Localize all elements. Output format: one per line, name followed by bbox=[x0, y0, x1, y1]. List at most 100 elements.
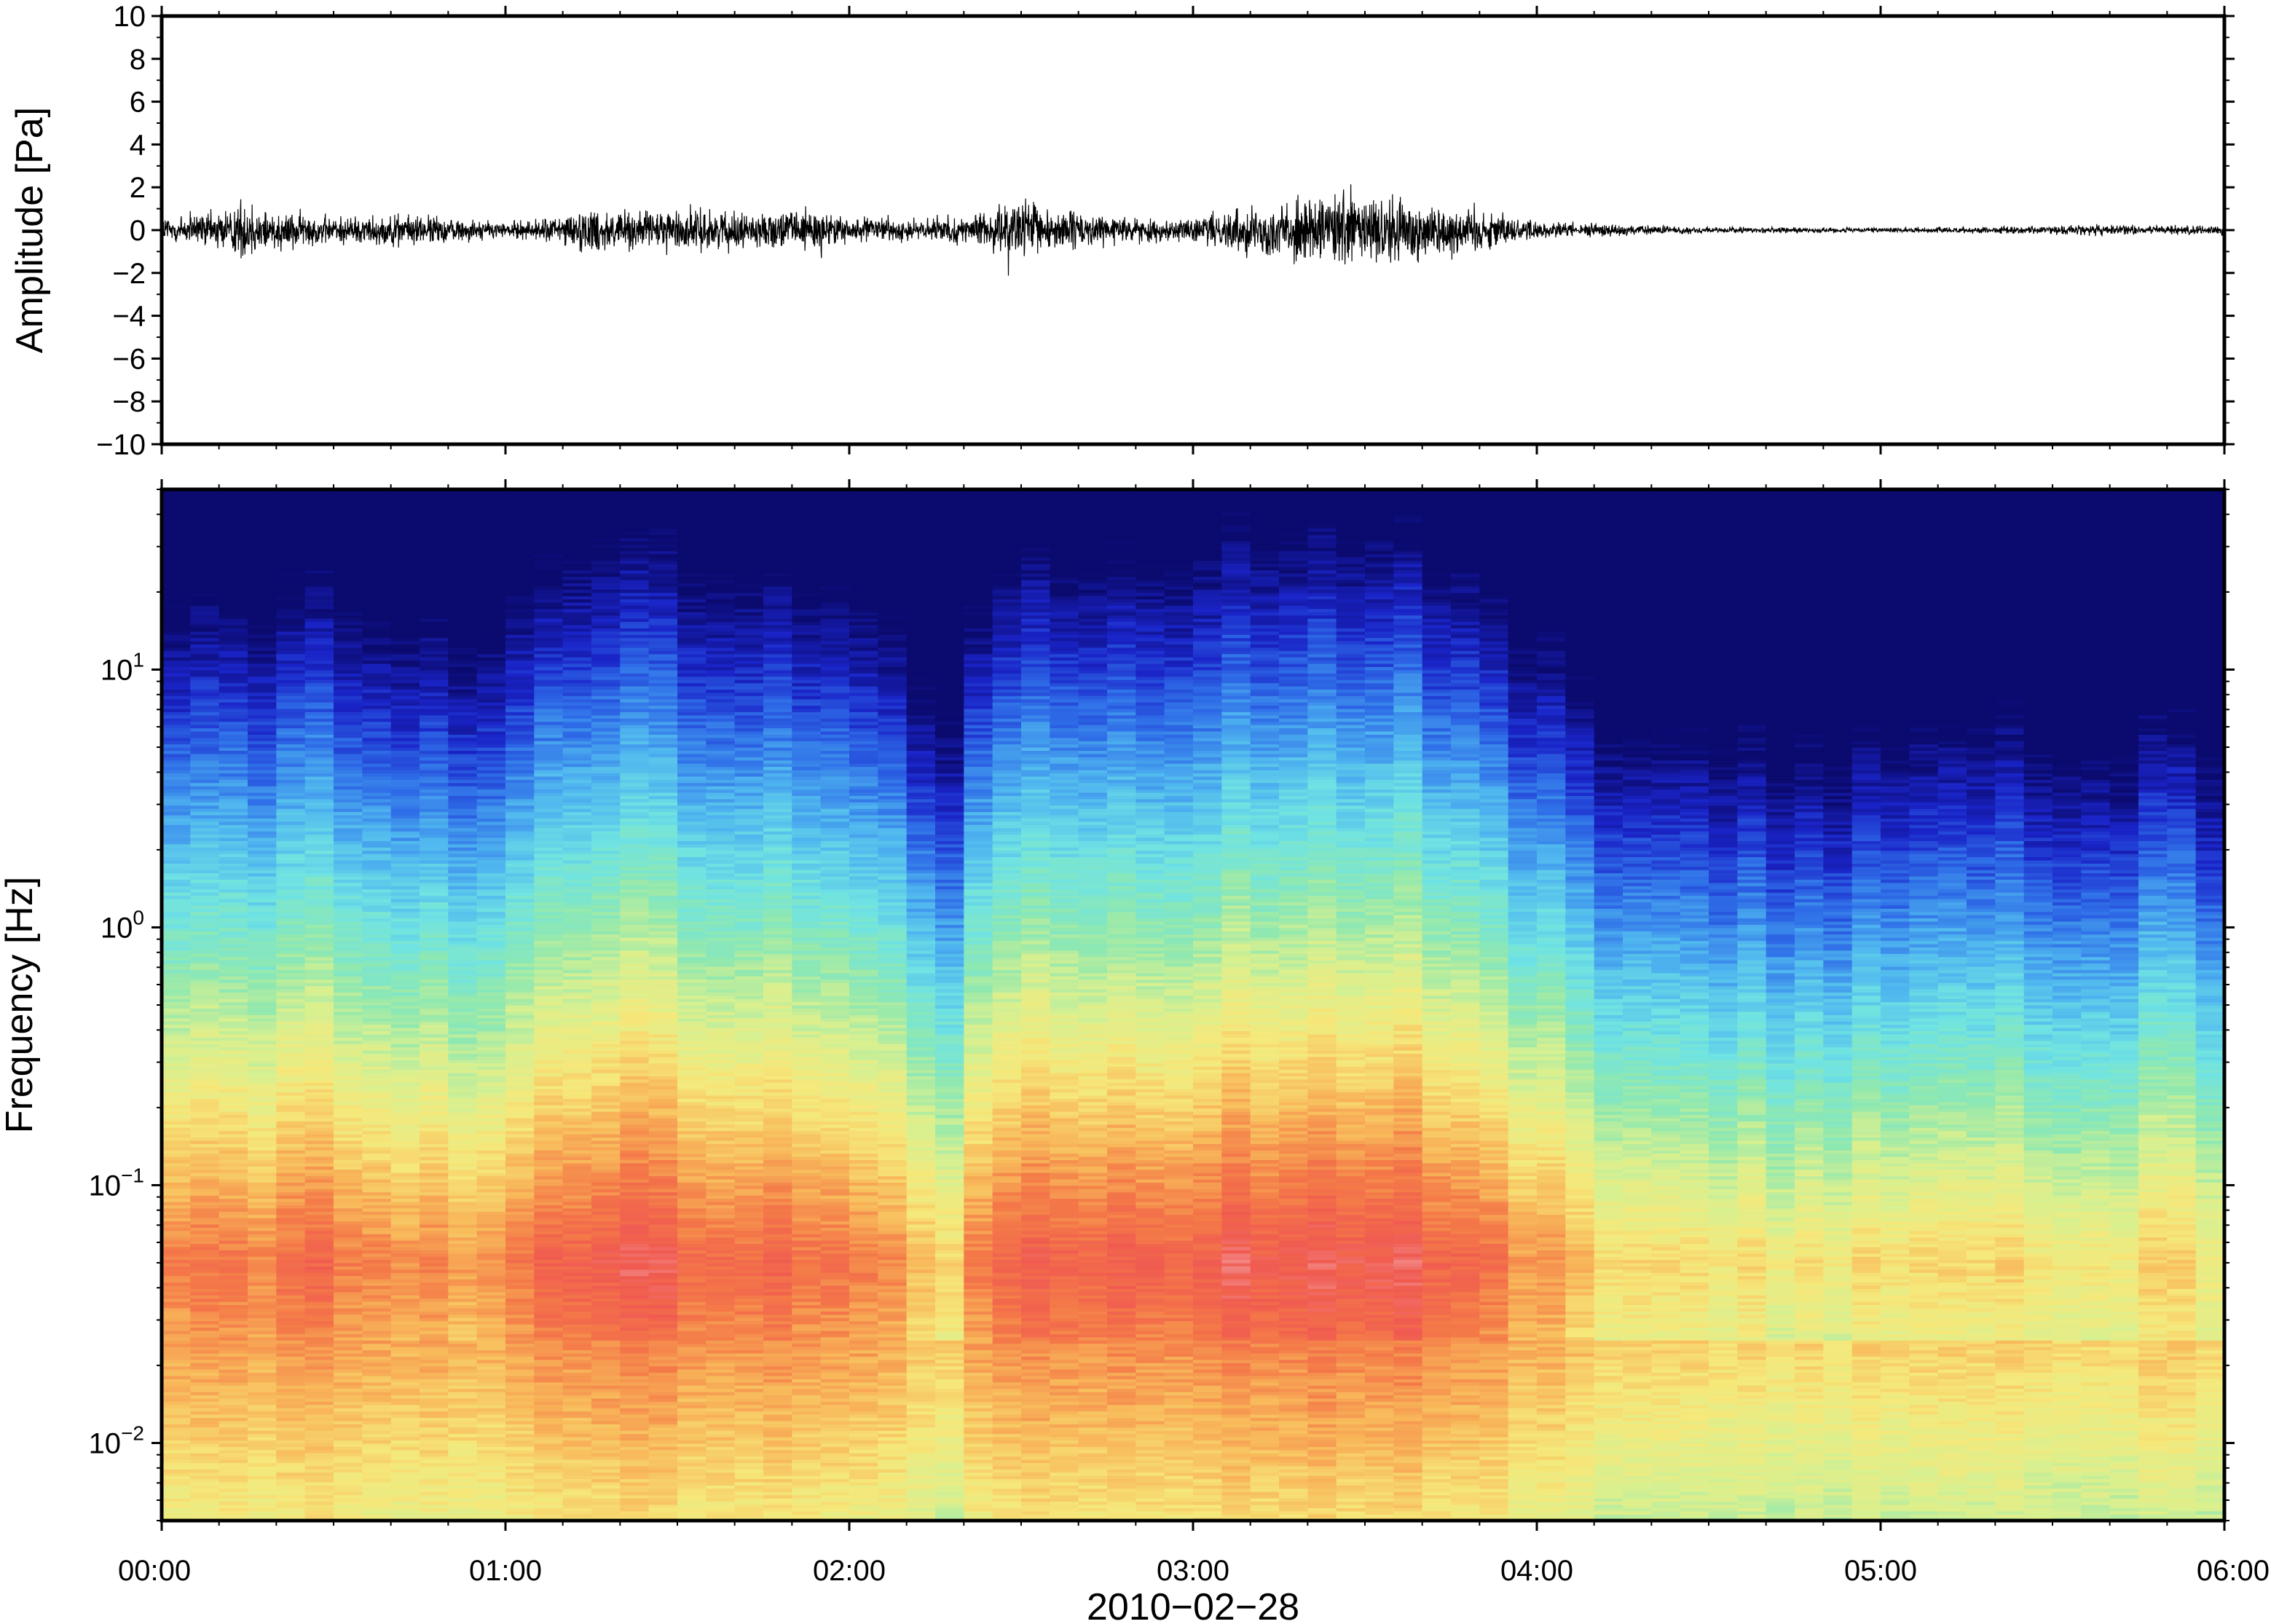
spectrogram-cell bbox=[562, 1124, 592, 1128]
spectrogram-cell bbox=[362, 1488, 392, 1492]
spectrogram-cell bbox=[304, 982, 334, 987]
spectrogram-cell bbox=[390, 904, 420, 909]
spectrogram-cell bbox=[219, 1381, 248, 1386]
spectrogram-cell bbox=[448, 505, 478, 510]
spectrogram-cell bbox=[334, 995, 363, 999]
spectrogram-cell bbox=[390, 698, 420, 703]
spectrogram-cell bbox=[362, 1485, 392, 1489]
spectrogram-cell bbox=[334, 1381, 363, 1386]
spectrogram-cell bbox=[591, 1414, 621, 1418]
spectrogram-cell bbox=[276, 979, 306, 983]
spectrogram-cell bbox=[162, 1472, 191, 1476]
spectrogram-cell bbox=[248, 831, 277, 835]
spectrogram-cell bbox=[162, 615, 191, 619]
spectrogram-cell bbox=[304, 1253, 334, 1257]
spectrogram-cell bbox=[304, 866, 334, 870]
spectrogram-cell bbox=[420, 692, 449, 696]
spectrogram-cell bbox=[505, 1191, 535, 1196]
spectrogram-cell bbox=[162, 508, 191, 513]
spectrogram-cell bbox=[248, 628, 277, 632]
spectrogram-cell bbox=[390, 1282, 420, 1286]
spectrogram-cell bbox=[276, 640, 306, 645]
spectrogram-cell bbox=[390, 1253, 420, 1257]
spectrogram-cell bbox=[334, 673, 363, 677]
spectrogram-cell bbox=[505, 511, 535, 516]
spectrogram-cell bbox=[276, 556, 306, 561]
spectrogram-cell bbox=[248, 870, 277, 874]
spectrogram-cell bbox=[304, 596, 334, 600]
spectrogram-cell bbox=[505, 1201, 535, 1205]
spectrogram-cell bbox=[562, 676, 592, 680]
spectrogram-cell bbox=[448, 979, 478, 983]
spectrogram-cell bbox=[219, 734, 248, 738]
spectrogram-cell bbox=[304, 1381, 334, 1386]
spectrogram-cell bbox=[420, 1076, 449, 1080]
spectrogram-cell bbox=[505, 934, 535, 938]
spectrogram-cell bbox=[162, 1324, 191, 1328]
spectrogram-cell bbox=[362, 1189, 392, 1193]
spectrogram-cell bbox=[390, 1205, 420, 1209]
spectrogram-cell bbox=[276, 882, 306, 886]
spectrogram-cell bbox=[304, 1008, 334, 1012]
spectrogram-cell bbox=[248, 612, 277, 616]
spectrogram-cell bbox=[334, 660, 363, 664]
spectrogram-cell bbox=[448, 1072, 478, 1076]
spectrogram-cell bbox=[591, 1330, 621, 1334]
spectrogram-cell bbox=[476, 960, 506, 964]
spectrogram-cell bbox=[276, 1304, 306, 1309]
spectrogram-cell bbox=[362, 682, 392, 687]
spectrogram-cell bbox=[534, 1182, 564, 1186]
spectrogram-cell bbox=[390, 876, 420, 880]
spectrogram-cell bbox=[304, 1459, 334, 1463]
spectrogram-cell bbox=[304, 753, 334, 757]
spectrogram-cell bbox=[390, 976, 420, 980]
spectrogram-cell bbox=[476, 1092, 506, 1096]
spectrogram-cell bbox=[390, 1414, 420, 1418]
spectrogram-cell bbox=[476, 1166, 506, 1170]
spectrogram-cell bbox=[534, 721, 564, 725]
spectrogram-cell bbox=[190, 1388, 220, 1392]
spectrogram-cell bbox=[420, 1082, 449, 1087]
spectrogram-cell bbox=[390, 1234, 420, 1238]
spectrogram-cell bbox=[162, 960, 191, 964]
spectrogram-cell bbox=[304, 1501, 334, 1505]
spectrogram-cell bbox=[334, 714, 363, 719]
spectrogram-cell bbox=[162, 534, 191, 538]
spectrogram-cell bbox=[334, 1359, 363, 1363]
spectrogram-cell bbox=[362, 689, 392, 693]
spectrogram-cell bbox=[276, 1178, 306, 1183]
spectrogram-cell bbox=[476, 1211, 506, 1215]
spectrogram-cell bbox=[276, 666, 306, 671]
spectrogram-cell bbox=[248, 515, 277, 519]
spectrogram-cell bbox=[505, 524, 535, 529]
spectrogram-cell bbox=[219, 1137, 248, 1141]
spectrogram-cell bbox=[562, 705, 592, 709]
spectrogram-cell bbox=[248, 1379, 277, 1383]
spectrogram-cell bbox=[476, 1336, 506, 1341]
spectrogram-cell bbox=[562, 1462, 592, 1467]
spectrogram-cell bbox=[476, 1427, 506, 1431]
spectrogram-cell bbox=[219, 776, 248, 780]
spectrogram-cell bbox=[390, 705, 420, 709]
spectrogram-cell bbox=[448, 551, 478, 555]
spectrogram-cell bbox=[505, 827, 535, 832]
spectrogram-cell bbox=[276, 1101, 306, 1105]
spectrogram-cell bbox=[362, 660, 392, 664]
spectrogram-cell bbox=[248, 1327, 277, 1331]
spectrogram-cell bbox=[448, 982, 478, 987]
spectrogram-cell bbox=[219, 940, 248, 945]
spectrogram-cell bbox=[420, 995, 449, 999]
spectrogram-cell bbox=[448, 592, 478, 596]
spectrogram-cell bbox=[562, 985, 592, 990]
spectrogram-cell bbox=[304, 1347, 334, 1351]
spectrogram-cell bbox=[562, 931, 592, 935]
spectrogram-cell bbox=[505, 676, 535, 680]
spectrogram-cell bbox=[219, 1033, 248, 1038]
spectrogram-cell bbox=[534, 1298, 564, 1302]
spectrogram-cell bbox=[420, 1108, 449, 1112]
spectrogram-cell bbox=[476, 856, 506, 861]
spectrogram-cell bbox=[562, 1501, 592, 1505]
spectrogram-cell bbox=[276, 1134, 306, 1138]
spectrogram-cell bbox=[219, 798, 248, 803]
spectrogram-cell bbox=[534, 1401, 564, 1406]
